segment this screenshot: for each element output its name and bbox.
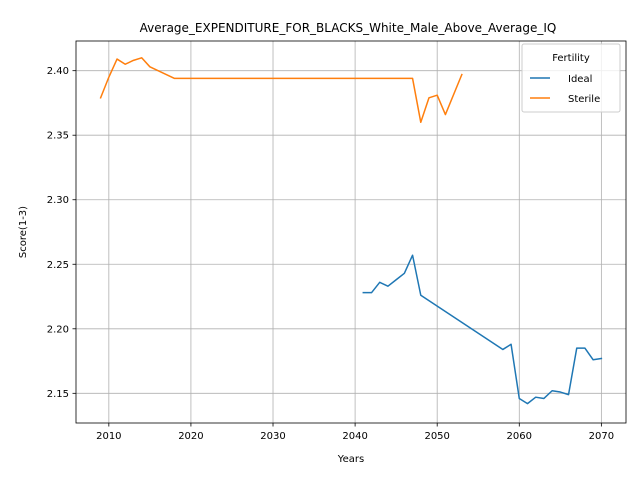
legend-label-sterile: Sterile bbox=[568, 94, 600, 105]
series-line-sterile bbox=[99, 57, 463, 124]
x-tick-label: 2050 bbox=[424, 431, 449, 442]
grid-lines bbox=[76, 41, 626, 423]
x-tick-label: 2070 bbox=[589, 431, 614, 442]
plot-frame bbox=[75, 40, 627, 424]
x-axis: 2010 2020 2030 2040 2050 2060 2070 bbox=[96, 423, 614, 442]
x-tick-label: 2010 bbox=[96, 431, 121, 442]
y-tick-label: 2.30 bbox=[47, 195, 69, 206]
x-tick-label: 2030 bbox=[260, 431, 285, 442]
chart-title: Average_EXPENDITURE_FOR_BLACKS_White_Mal… bbox=[140, 21, 557, 35]
series-layer bbox=[99, 57, 603, 405]
series-line-ideal bbox=[362, 254, 603, 405]
legend: Fertility Ideal Sterile bbox=[521, 43, 621, 113]
y-tick-label: 2.20 bbox=[47, 324, 69, 335]
x-tick-label: 2040 bbox=[342, 431, 367, 442]
y-axis: 2.15 2.20 2.25 2.30 2.35 2.40 bbox=[47, 66, 76, 400]
y-axis-label: Score(1-3) bbox=[18, 206, 29, 258]
y-tick-label: 2.40 bbox=[47, 66, 69, 77]
legend-label-ideal: Ideal bbox=[568, 74, 592, 85]
x-tick-label: 2020 bbox=[178, 431, 203, 442]
y-tick-label: 2.25 bbox=[47, 260, 69, 271]
x-axis-label: Years bbox=[337, 454, 364, 465]
legend-box bbox=[521, 43, 621, 113]
y-tick-label: 2.35 bbox=[47, 131, 69, 142]
y-tick-label: 2.15 bbox=[47, 389, 69, 400]
x-tick-label: 2060 bbox=[507, 431, 532, 442]
legend-title: Fertility bbox=[552, 53, 590, 64]
